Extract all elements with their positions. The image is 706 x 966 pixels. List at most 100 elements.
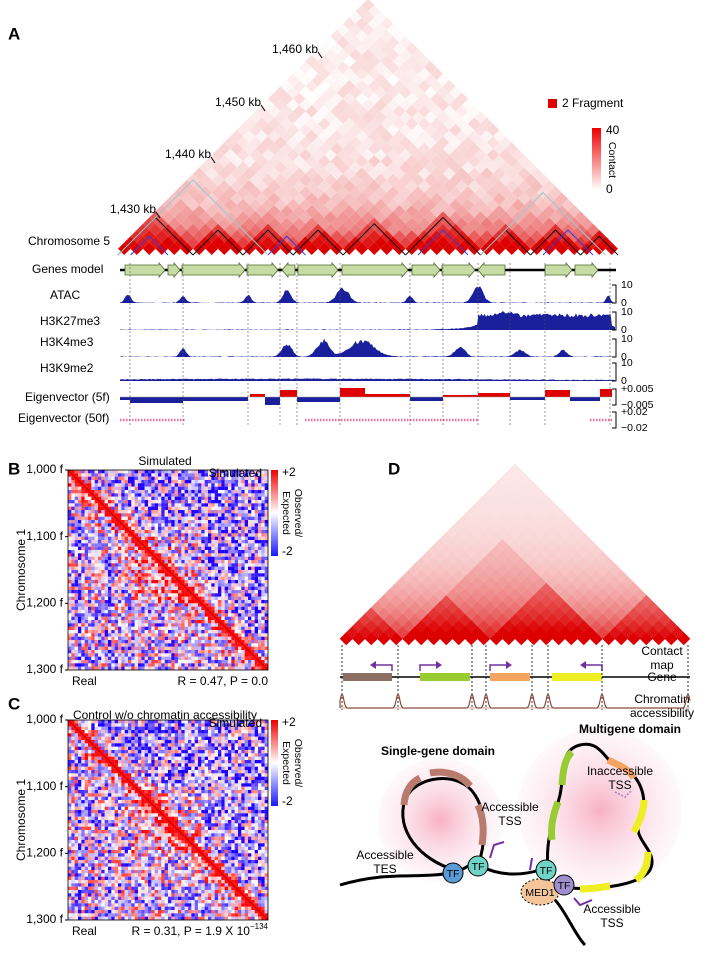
heat-cell — [98, 473, 102, 477]
heat-cell — [124, 483, 129, 487]
heat-cell — [121, 503, 125, 507]
heat-cell — [161, 740, 165, 744]
heat-cell — [94, 616, 99, 621]
heat-cell — [88, 576, 92, 581]
heat-cell — [228, 496, 232, 501]
heat-cell — [91, 580, 95, 584]
heat-cell — [254, 536, 259, 541]
heat-cell — [248, 513, 252, 517]
heat-cell — [254, 733, 259, 737]
heat-cell — [148, 490, 152, 494]
heat-cell — [118, 543, 122, 547]
heat-cell — [191, 730, 195, 734]
heat-cell — [218, 560, 222, 564]
heat-cell — [238, 600, 242, 604]
heat-cell — [108, 610, 112, 614]
heat-cell — [104, 736, 109, 741]
heat-cell — [224, 506, 229, 511]
heat-cell — [231, 603, 235, 607]
heat-cell — [244, 563, 249, 567]
heat-cell — [71, 550, 75, 554]
heat-cell — [248, 546, 252, 551]
heat-cell — [251, 576, 255, 581]
heat-cell — [188, 656, 192, 661]
heat-cell — [254, 666, 259, 671]
heat-cell — [131, 510, 135, 514]
heat-cell — [198, 613, 202, 617]
heat-cell — [178, 510, 182, 514]
heat-cell — [238, 663, 242, 667]
heat-cell — [68, 616, 72, 621]
heat-cell — [154, 583, 159, 587]
heat-cell — [78, 600, 82, 604]
heat-cell — [78, 740, 82, 744]
heat-cell — [74, 743, 79, 747]
heat-cell — [124, 570, 129, 574]
heat-cell — [134, 733, 139, 737]
heat-cell — [134, 623, 139, 627]
heat-cell — [241, 530, 245, 534]
heat-cell — [84, 576, 89, 581]
heat-cell — [91, 583, 95, 587]
heat-cell — [201, 620, 205, 624]
heat-cell — [228, 543, 232, 547]
heat-cell — [244, 656, 249, 661]
coordinate-label: 1,440 kb — [165, 147, 211, 161]
heat-cell — [168, 483, 172, 487]
heat-cell — [148, 520, 152, 524]
heat-cell — [81, 480, 85, 484]
heat-cell — [178, 616, 182, 621]
heat-cell — [188, 510, 192, 514]
heat-cell — [84, 590, 89, 594]
heat-cell — [128, 516, 132, 521]
heat-cell — [264, 623, 269, 627]
heat-cell — [141, 476, 145, 481]
heat-cell — [141, 600, 145, 604]
heat-cell — [241, 603, 245, 607]
heatmap-frame — [67, 469, 269, 671]
heat-cell — [81, 723, 85, 727]
heat-cell — [164, 726, 169, 731]
heat-cell — [208, 553, 212, 557]
heat-cell — [184, 580, 189, 584]
heat-cell — [171, 500, 175, 504]
heat-cell — [261, 590, 265, 594]
heat-cell — [261, 616, 265, 621]
heat-cell — [151, 533, 155, 537]
heat-cell — [264, 483, 269, 487]
heat-cell — [124, 743, 129, 747]
heat-cell — [94, 623, 99, 627]
heat-cell — [191, 570, 195, 574]
heat-cell — [144, 580, 149, 584]
heat-cell — [104, 573, 109, 577]
heat-cell — [164, 470, 169, 474]
heat-cell — [248, 550, 252, 554]
heat-cell — [208, 570, 212, 574]
heat-cell — [231, 526, 235, 531]
heat-cell — [191, 646, 195, 651]
heat-cell — [118, 476, 122, 481]
heat-cell — [251, 606, 255, 611]
heat-cell — [251, 626, 255, 631]
heat-cell — [248, 500, 252, 504]
heat-cell — [128, 640, 132, 644]
heat-cell — [251, 540, 255, 544]
heat-cell — [164, 503, 169, 507]
heat-cell — [114, 613, 119, 617]
heat-cell — [244, 533, 249, 537]
heat-cell — [98, 573, 102, 577]
heat-cell — [68, 506, 72, 511]
heat-cell — [201, 573, 205, 577]
heat-cell — [224, 666, 229, 671]
heat-cell — [81, 596, 85, 601]
heat-cell — [258, 503, 262, 507]
heat-cell — [124, 730, 129, 734]
heat-cell — [181, 653, 185, 657]
heat-cell — [234, 470, 239, 474]
heat-cell — [218, 636, 222, 641]
heat-cell — [191, 660, 195, 664]
heat-cell — [81, 666, 85, 671]
heat-cell — [194, 513, 199, 517]
heat-cell — [158, 570, 162, 574]
heat-cell — [141, 560, 145, 564]
